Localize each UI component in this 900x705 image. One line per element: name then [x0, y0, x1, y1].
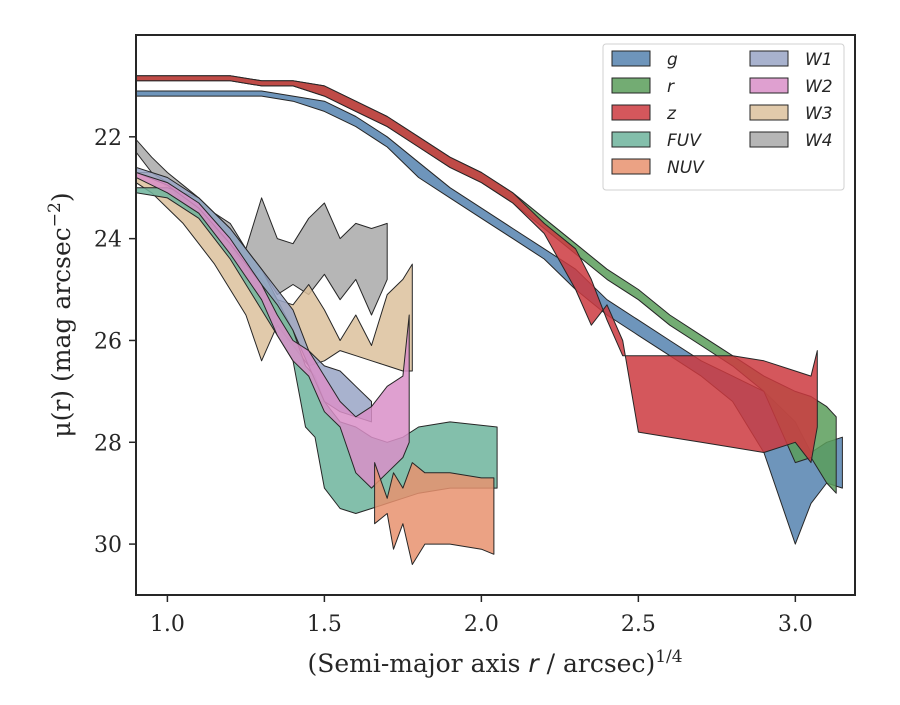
y-axis-label: μ(r) (mag arcsec−2) [45, 192, 76, 437]
x-tick-label: 2.0 [464, 612, 499, 637]
legend-label-z: z [666, 104, 677, 124]
band-g [136, 90, 843, 545]
plot-frame [135, 34, 856, 596]
x-tick-label: 1.5 [307, 612, 342, 637]
y-tick-label: 22 [94, 126, 122, 151]
legend: grz FUV NUV W1 W2 W3 W4 [602, 43, 845, 191]
legend-label-w2: W2 [805, 77, 833, 97]
y-tick-label: 24 [94, 228, 122, 253]
legend-label-r: r [667, 77, 675, 97]
band-nuv [374, 462, 495, 565]
legend-swatch-r [611, 77, 651, 94]
band-z [136, 75, 818, 464]
x-axis: 1.0 1.5 2.0 2.5 3.0 [150, 595, 813, 637]
legend-swatch-z [611, 104, 651, 121]
legend-swatch-fuv [611, 131, 651, 148]
x-axis-label: (Semi-major axis r / arcsec)1/4 [307, 647, 682, 678]
bands-layer [136, 75, 843, 565]
legend-label-w1: W1 [805, 50, 833, 70]
band-w2 [136, 172, 410, 489]
legend-label-fuv: FUV [667, 131, 702, 151]
legend-label-g: g [667, 50, 678, 70]
legend-swatch-w4 [749, 131, 789, 148]
legend-swatch-w3 [749, 104, 789, 121]
legend-swatch-nuv [611, 158, 651, 175]
legend-swatch-w1 [749, 50, 789, 67]
legend-label-nuv: NUV [667, 158, 705, 178]
y-tick-label: 30 [94, 533, 122, 558]
x-tick-label: 3.0 [778, 612, 813, 637]
legend-label-w3: W3 [805, 104, 833, 124]
x-tick-label: 2.5 [621, 612, 656, 637]
legend-label-w4: W4 [805, 131, 833, 151]
y-tick-label: 26 [94, 329, 122, 354]
y-tick-label: 28 [94, 431, 122, 456]
legend-swatch-g [611, 50, 651, 67]
legend-swatch-w2 [749, 77, 789, 94]
x-tick-label: 1.0 [150, 612, 185, 637]
y-axis: 22 24 26 28 30 [94, 126, 136, 558]
